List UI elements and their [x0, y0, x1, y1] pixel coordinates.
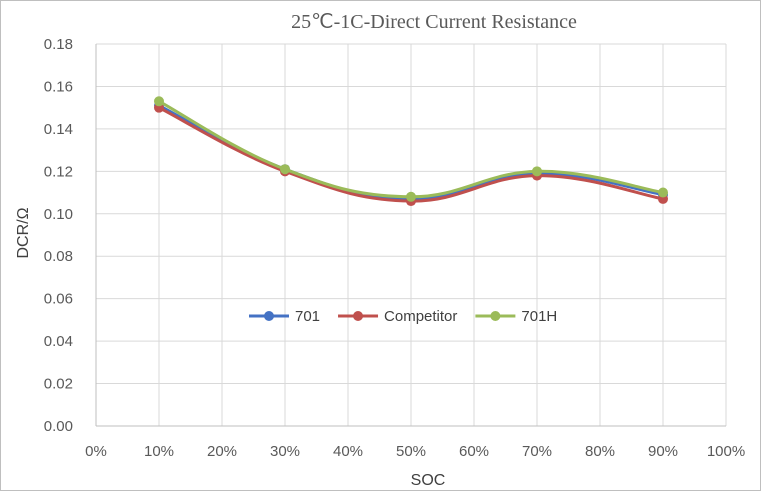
legend-label: 701H — [521, 308, 557, 325]
legend: 701 Competitor 701H — [249, 308, 557, 325]
series-3 — [154, 96, 668, 202]
x-tick-label: 100% — [707, 443, 745, 460]
y-tick-label: 0.08 — [44, 248, 73, 265]
legend-item: Competitor — [338, 308, 457, 325]
legend-label: 701 — [295, 308, 320, 325]
y-tick-label: 0.04 — [44, 333, 73, 350]
axes — [95, 44, 726, 427]
gridlines — [96, 43, 727, 426]
x-tick-label: 40% — [333, 443, 363, 460]
x-axis-label: SOC — [411, 472, 446, 489]
series-lines — [154, 96, 668, 207]
legend-swatch-marker — [353, 311, 364, 321]
x-tick-label: 70% — [522, 443, 552, 460]
x-tick-label: 90% — [648, 443, 678, 460]
y-tick-label: 0.12 — [44, 163, 73, 180]
y-axis-label: DCR/Ω — [15, 207, 32, 258]
data-point — [280, 164, 290, 175]
x-tick-label: 10% — [144, 443, 174, 460]
data-point — [658, 187, 668, 198]
x-tick-label: 30% — [270, 443, 300, 460]
y-tick-label: 0.18 — [44, 36, 73, 53]
x-tick-label: 20% — [207, 443, 237, 460]
legend-swatch-marker — [264, 311, 274, 321]
legend-label: Competitor — [384, 308, 457, 325]
y-tick-label: 0.02 — [44, 376, 73, 393]
legend-item: 701H — [475, 308, 557, 325]
legend-swatch-marker — [490, 311, 501, 321]
legend-item: 701 — [249, 308, 320, 325]
x-tick-label: 60% — [459, 443, 489, 460]
y-tick-label: 0.06 — [44, 291, 73, 308]
y-tick-label: 0.10 — [44, 206, 73, 223]
y-tick-label: 0.14 — [44, 121, 73, 138]
y-tick-label: 0.16 — [44, 78, 73, 95]
x-tick-label: 50% — [396, 443, 426, 460]
chart-title: 25℃-1C-Direct Current Resistance — [291, 11, 577, 33]
data-point — [532, 166, 542, 177]
x-tick-label: 0% — [85, 443, 107, 460]
tick-labels: 0.00 0.02 0.04 0.06 0.08 0.10 0.12 0.14 0.16 0.18… — [44, 36, 745, 460]
data-point — [154, 96, 164, 107]
x-tick-label: 80% — [585, 443, 615, 460]
y-tick-label: 0.00 — [44, 418, 73, 435]
data-point — [406, 191, 416, 202]
